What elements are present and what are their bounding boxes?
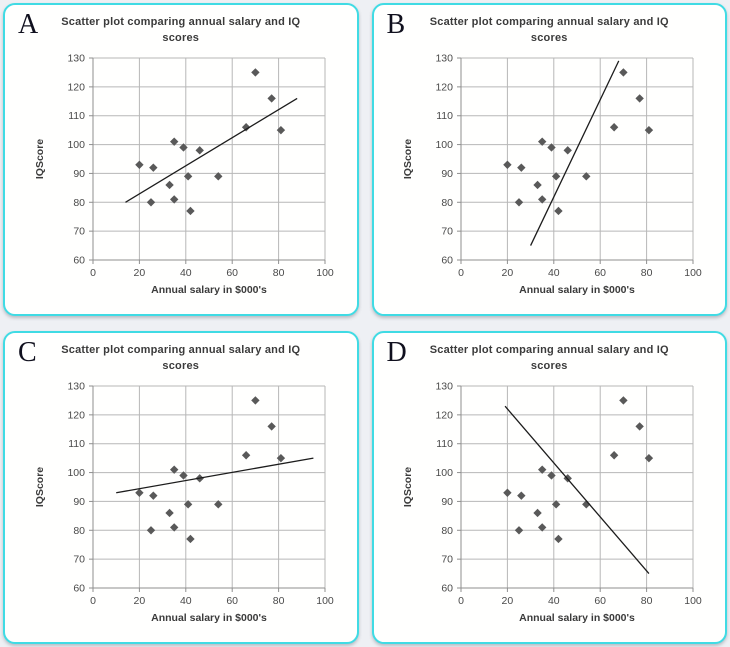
svg-text:60: 60: [226, 595, 238, 607]
svg-text:100: 100: [684, 267, 702, 279]
svg-text:60: 60: [226, 267, 238, 279]
svg-text:110: 110: [437, 438, 454, 450]
svg-text:80: 80: [273, 267, 285, 279]
svg-text:70: 70: [73, 554, 85, 566]
svg-text:110: 110: [437, 110, 454, 122]
scatter-panel-c: C Scatter plot comparing annual salary a…: [3, 331, 359, 644]
svg-text:110: 110: [68, 110, 85, 122]
chart-title: Scatter plot comparing annual salary and…: [429, 16, 669, 44]
scatter-plot-b: 0 20 40 60 80 100 60 70 80 90 100 110 120 130 Annual s…: [402, 52, 702, 296]
svg-text:80: 80: [641, 267, 653, 279]
svg-text:130: 130: [67, 380, 85, 392]
svg-text:60: 60: [442, 254, 454, 266]
svg-text:40: 40: [548, 595, 560, 607]
chart-title: Scatter plot comparing annual salary and…: [61, 344, 301, 372]
svg-text:130: 130: [67, 52, 85, 64]
svg-text:20: 20: [502, 595, 514, 607]
svg-text:80: 80: [273, 595, 285, 607]
svg-text:Annual salary in $000's: Annual salary in $000's: [519, 284, 635, 296]
svg-text:0: 0: [90, 595, 96, 607]
svg-text:40: 40: [180, 595, 192, 607]
svg-text:80: 80: [73, 525, 85, 537]
panel-letter-c: C: [18, 337, 37, 368]
svg-text:Annual salary in $000's: Annual salary in $000's: [151, 284, 267, 296]
svg-text:90: 90: [73, 496, 85, 508]
svg-text:100: 100: [67, 139, 85, 151]
svg-text:20: 20: [133, 267, 145, 279]
svg-text:130: 130: [436, 52, 454, 64]
svg-text:Annual salary in $000's: Annual salary in $000's: [519, 612, 635, 624]
svg-text:40: 40: [180, 267, 192, 279]
svg-text:120: 120: [436, 409, 454, 421]
svg-text:70: 70: [73, 226, 85, 238]
svg-text:120: 120: [67, 409, 85, 421]
svg-text:IQScore: IQScore: [34, 139, 46, 179]
svg-text:90: 90: [73, 168, 85, 180]
svg-text:80: 80: [442, 525, 454, 537]
svg-text:20: 20: [502, 267, 514, 279]
svg-text:60: 60: [73, 254, 85, 266]
svg-text:IQScore: IQScore: [402, 139, 414, 179]
svg-text:90: 90: [442, 168, 454, 180]
svg-text:70: 70: [442, 226, 454, 238]
scatter-panel-a: A Scatter plot comparing annual salary a…: [3, 3, 359, 316]
svg-text:40: 40: [548, 267, 560, 279]
panel-letter-d: D: [386, 337, 407, 368]
svg-text:60: 60: [73, 582, 85, 594]
scatter-plot-d: 0 20 40 60 80 100 60 70 80 90 100 110 120 130 Annual s…: [402, 380, 702, 624]
svg-text:100: 100: [316, 267, 334, 279]
svg-text:60: 60: [595, 267, 607, 279]
svg-text:Annual salary in $000's: Annual salary in $000's: [151, 612, 267, 624]
svg-text:100: 100: [67, 467, 85, 479]
scatter-panel-d: D Scatter plot comparing annual salary a…: [371, 331, 727, 644]
svg-text:0: 0: [458, 595, 464, 607]
svg-text:100: 100: [436, 139, 454, 151]
svg-text:80: 80: [641, 595, 653, 607]
svg-text:110: 110: [68, 438, 85, 450]
svg-text:60: 60: [595, 595, 607, 607]
scatter-plot-c: 0 20 40 60 80 100 60 70 80 90 100 110 120 130 Annual s…: [34, 380, 334, 624]
svg-text:70: 70: [442, 554, 454, 566]
svg-text:0: 0: [458, 267, 464, 279]
svg-text:0: 0: [90, 267, 96, 279]
svg-text:IQScore: IQScore: [402, 467, 414, 507]
chart-title: Scatter plot comparing annual salary and…: [429, 344, 669, 372]
svg-text:IQScore: IQScore: [34, 467, 46, 507]
svg-text:100: 100: [684, 595, 702, 607]
panel-letter-a: A: [18, 9, 39, 40]
svg-text:130: 130: [436, 380, 454, 392]
svg-text:80: 80: [73, 197, 85, 209]
svg-text:90: 90: [442, 496, 454, 508]
scatter-panel-b: B Scatter plot comparing annual salary a…: [371, 3, 727, 316]
svg-text:100: 100: [436, 467, 454, 479]
svg-text:120: 120: [67, 81, 85, 93]
svg-text:60: 60: [442, 582, 454, 594]
chart-title: Scatter plot comparing annual salary and…: [61, 16, 301, 44]
svg-text:80: 80: [442, 197, 454, 209]
svg-text:20: 20: [133, 595, 145, 607]
scatter-plot-a: 0 20 40 60 80 100 60 70 80 90 100 110 120 130 Annual s…: [34, 52, 334, 296]
svg-text:100: 100: [316, 595, 334, 607]
panel-letter-b: B: [386, 9, 406, 40]
svg-text:120: 120: [436, 81, 454, 93]
